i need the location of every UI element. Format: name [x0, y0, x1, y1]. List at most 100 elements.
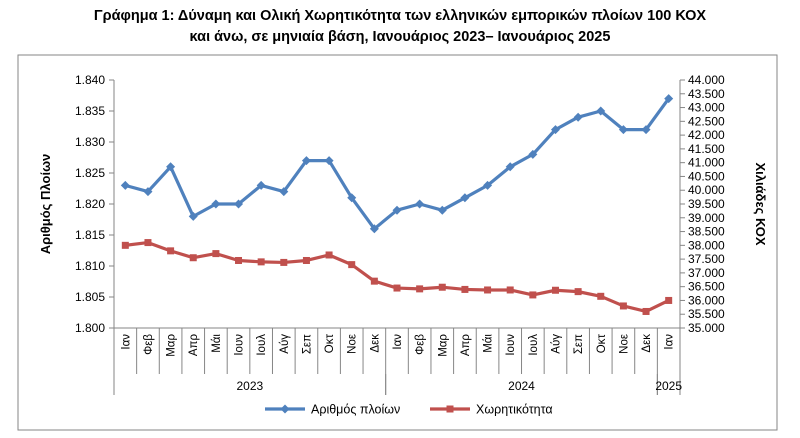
- right-y-tick-label: 38.000: [688, 238, 725, 252]
- x-tick-label: Ιουλ: [528, 334, 540, 356]
- right-y-tick-label: 37.000: [688, 266, 725, 280]
- data-point-ships: [460, 193, 470, 203]
- right-y-tick-label: 43.500: [688, 87, 725, 101]
- x-tick-label: Απρ: [460, 334, 472, 357]
- right-y-tick-label: 40.000: [688, 183, 725, 197]
- x-tick-label: Δεκ: [641, 334, 653, 353]
- right-y-tick-label: 35.000: [688, 321, 725, 335]
- data-point-capacity: [393, 284, 401, 292]
- data-point-capacity: [257, 258, 265, 266]
- chart-series: [120, 94, 674, 315]
- data-point-capacity: [619, 302, 627, 310]
- data-point-ships: [279, 187, 289, 197]
- right-y-tick-label: 41.500: [688, 142, 725, 156]
- right-y-tick-label: 42.000: [688, 128, 725, 142]
- legend-marker-ships: [280, 404, 290, 414]
- data-point-ships: [437, 205, 447, 215]
- data-point-ships: [415, 199, 425, 209]
- data-point-ships: [528, 149, 538, 159]
- data-point-ships: [573, 112, 583, 122]
- data-point-ships: [347, 193, 357, 203]
- left-y-tick-label: 1.815: [75, 228, 105, 242]
- left-y-tick-label: 1.805: [75, 290, 105, 304]
- x-tick-label: Ιαν: [120, 334, 132, 350]
- x-tick-label: Φεβ: [415, 334, 427, 355]
- data-point-capacity: [506, 286, 514, 294]
- right-y-tick-label: 42.500: [688, 114, 725, 128]
- data-point-capacity: [551, 286, 559, 294]
- data-point-ships: [301, 156, 311, 166]
- data-point-ships: [505, 162, 515, 172]
- right-y-tick-label: 35.500: [688, 307, 725, 321]
- right-y-tick-label: 43.000: [688, 101, 725, 115]
- x-tick-label: Σεπ: [573, 334, 585, 354]
- x-tick-label: Νοε: [347, 334, 359, 354]
- data-point-capacity: [438, 283, 446, 291]
- data-point-capacity: [325, 251, 333, 259]
- year-label: 2024: [508, 379, 535, 393]
- right-y-tick-label: 37.500: [688, 252, 725, 266]
- right-y-axis-title: Χιλιάδες ΚΟΧ: [753, 162, 768, 245]
- data-point-capacity: [348, 261, 356, 269]
- data-point-capacity: [529, 291, 537, 299]
- year-label: 2023: [236, 379, 263, 393]
- legend-label-ships: Αριθμός πλοίων: [311, 403, 400, 417]
- chart-title-line1: Γράφημα 1: Δύναμη και Ολική Χωρητικότητα…: [93, 8, 707, 24]
- right-y-tick-label: 40.500: [688, 169, 725, 183]
- left-y-tick-label: 1.825: [75, 166, 105, 180]
- x-tick-label: Σεπ: [301, 334, 313, 354]
- data-point-ships: [256, 180, 266, 190]
- right-y-tick-label: 38.500: [688, 225, 725, 239]
- x-tick-label: Μάι: [483, 334, 495, 353]
- chart-axes: 1.800 1.805 1.810 1.815 1.820 1.825 1.830 1.835…: [38, 73, 768, 395]
- x-tick-label: Αύγ: [279, 334, 291, 354]
- legend-label-capacity: Χωρητικότητα: [476, 403, 553, 417]
- right-y-tick-label: 39.000: [688, 211, 725, 225]
- data-point-capacity: [302, 256, 310, 264]
- year-label: 2025: [655, 379, 682, 393]
- x-tick-label: Ιαν: [392, 334, 404, 350]
- data-point-ships: [324, 156, 334, 166]
- right-y-tick-label: 36.500: [688, 280, 725, 294]
- data-point-capacity: [461, 285, 469, 293]
- data-point-capacity: [370, 277, 378, 285]
- data-point-ships: [188, 211, 198, 221]
- data-point-ships: [211, 199, 221, 209]
- x-tick-label: Ιουν: [505, 334, 517, 356]
- data-point-ships: [143, 187, 153, 197]
- x-tick-label: Μαρ: [437, 334, 449, 357]
- chart-outer-frame: [17, 54, 778, 431]
- x-tick-label: Μάι: [211, 334, 223, 353]
- right-y-tick-label: 36.000: [688, 293, 725, 307]
- data-point-ships: [369, 224, 379, 234]
- data-point-capacity: [665, 296, 673, 304]
- data-point-ships: [392, 205, 402, 215]
- x-tick-label: Μαρ: [166, 334, 178, 357]
- left-y-tick-label: 1.800: [75, 321, 105, 335]
- data-point-capacity: [280, 258, 288, 266]
- data-point-capacity: [597, 292, 605, 300]
- left-y-axis-title: Αριθμός Πλοίων: [38, 154, 53, 255]
- data-point-capacity: [642, 307, 650, 315]
- x-tick-label: Ιαν: [664, 334, 676, 350]
- right-y-tick-label: 41.000: [688, 156, 725, 170]
- x-tick-label: Οκτ: [596, 334, 608, 354]
- x-tick-label: Δεκ: [369, 334, 381, 353]
- series-line-capacity: [125, 240, 670, 314]
- chart-legend: Αριθμός πλοίων Χωρητικότητα: [265, 403, 553, 417]
- x-tick-label: Φεβ: [143, 334, 155, 355]
- data-point-ships: [618, 125, 628, 135]
- data-point-capacity: [167, 247, 175, 255]
- right-y-tick-label: 39.500: [688, 197, 725, 211]
- x-tick-label: Ιουν: [234, 334, 246, 356]
- data-point-ships: [120, 180, 130, 190]
- left-y-tick-label: 1.810: [75, 259, 105, 273]
- data-point-capacity: [574, 288, 582, 296]
- data-point-capacity: [416, 285, 424, 293]
- data-point-ships: [641, 125, 651, 135]
- right-y-tick-label: 44.000: [688, 73, 725, 87]
- chart-title: Γράφημα 1: Δύναμη και Ολική Χωρητικότητα…: [0, 6, 800, 48]
- data-point-ships: [664, 94, 674, 104]
- data-point-capacity: [235, 256, 243, 264]
